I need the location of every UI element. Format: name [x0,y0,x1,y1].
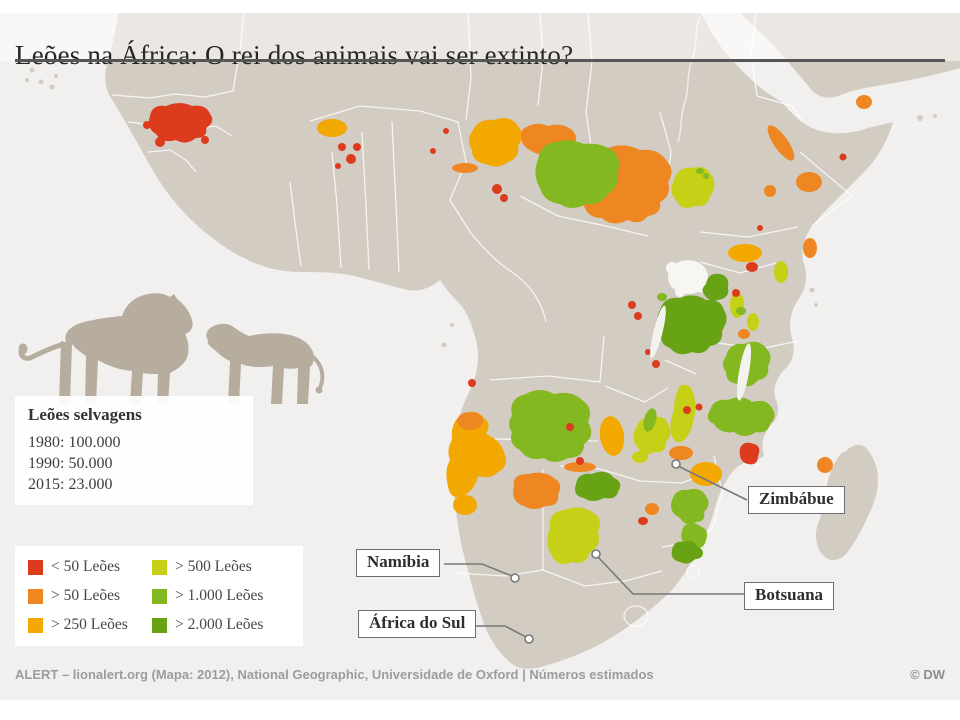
title-band [0,13,960,61]
legend-swatch-amber [28,617,43,633]
legend-label: > 250 Leões [51,616,128,633]
legend-swatch-orange [28,588,43,604]
callout-dot-zimbabwe [671,459,681,469]
legend-grid: < 50 Leões > 50 Leões > 250 Leões > 500 … [28,558,290,634]
country-label-zimbabwe: Zimbábue [748,486,845,514]
legend-swatch-red [28,559,43,575]
stats-row-2015: 2015: 23.000 [28,476,113,493]
legend-item-500-plus: > 500 Leões [152,558,290,576]
regions-250-plus [317,118,762,515]
rift-lakes [650,305,752,401]
callout-dot-southafrica [524,634,534,644]
callout-line-southafrica [474,625,527,638]
stats-heading: Leões selvagens [28,405,142,424]
page-title: Leões na África: O rei dos animais vai s… [15,40,574,71]
legend-item-1000-plus: > 1.000 Leões [152,587,290,605]
lions-illustration [18,293,325,404]
lake-malawi [736,343,752,401]
legend-swatch-green [152,588,167,604]
legend: < 50 Leões > 50 Leões > 250 Leões > 500 … [15,546,303,646]
stats-row-1980: 1980: 100.000 [28,434,121,451]
legend-item-250-plus: > 250 Leões [28,616,152,634]
legend-item-2000-plus: > 2.000 Leões [152,616,290,634]
legend-item-under-50: < 50 Leões [28,558,152,576]
callouts [444,459,748,644]
lake-victoria [666,260,708,297]
legend-item-50-plus: > 50 Leões [28,587,152,605]
legend-label: < 50 Leões [51,558,121,575]
callout-dot-namibia [510,573,520,583]
title-underline [15,59,945,62]
country-label-botswana: Botsuana [744,582,835,610]
population-regions [143,95,872,564]
stats-row-1990: 1990: 50.000 [28,455,113,472]
regions-under-50 [143,103,847,525]
legend-label: > 500 Leões [175,558,252,575]
dw-copyright: © DW [910,667,945,682]
lion-male-silhouette [18,293,193,404]
regions-2000-plus [575,273,729,564]
legend-label: > 1.000 Leões [175,587,264,604]
callout-dot-botswana [591,549,601,559]
source-credit: ALERT – lionalert.org (Mapa: 2012), Nati… [15,667,654,682]
callout-line-botswana [597,556,746,595]
legend-label: > 2.000 Leões [175,616,264,633]
regions-1000-plus [509,140,775,549]
legend-label: > 50 Leões [51,587,121,604]
wild-lions-stats-box: Leões selvagens 1980: 100.000 1990: 50.0… [15,396,253,505]
lion-female-tail [310,354,325,389]
lake-tanganyika [650,305,666,359]
legend-swatch-yellow-green [152,559,167,575]
country-label-namibia: Namíbia [356,549,441,577]
country-label-south-africa: África do Sul [358,610,477,638]
callout-line-namibia [444,563,513,577]
footer: ALERT – lionalert.org (Mapa: 2012), Nati… [15,667,945,682]
callout-line-zimbabwe [677,465,748,501]
lion-female-silhouette [206,323,325,404]
legend-swatch-dark-green [152,617,167,633]
cape-verde-islands [25,67,58,90]
